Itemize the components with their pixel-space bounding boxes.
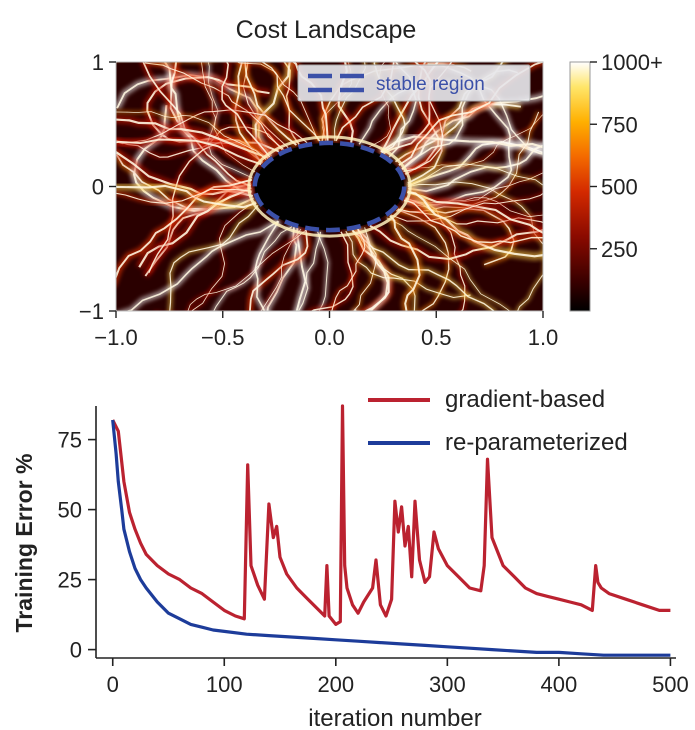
cost-ridge [234, 62, 263, 165]
cost-ridge [187, 229, 307, 311]
line-chart-x-tick-label: 400 [541, 672, 578, 697]
legend-label-re-parameterized: re-parameterized [445, 429, 628, 456]
stable-region-boundary [252, 140, 407, 233]
cost-ridge [260, 228, 302, 311]
cost-ridge [254, 62, 291, 159]
colorbar-ticks: 1000+ 750 500 250 [590, 50, 663, 262]
line-chart-y-tick-label: 0 [70, 638, 82, 663]
line-chart-y-label: Training Error % [11, 454, 37, 633]
cost-ridge [352, 227, 377, 311]
line-chart-y-ticks: 0 25 50 75 [58, 428, 96, 663]
line-chart-x-tick-label: 0 [107, 672, 119, 697]
cost-ridge [116, 111, 267, 160]
series-line-re-parameterized [111, 419, 671, 657]
colorbar-tick-label: 1000+ [601, 50, 663, 75]
heatmap-title: Cost Landscape [236, 16, 417, 44]
heatmap-x-tick-label: 0.5 [421, 325, 452, 350]
stable-region-fill [254, 142, 405, 231]
cost-ridge [407, 190, 543, 258]
cost-ridge [125, 220, 279, 311]
cost-ridge [317, 231, 329, 311]
heatmap-x-axis: −1.0 −0.5 0.0 0.5 1.0 [94, 311, 558, 350]
heatmap-y-tick-label: 1 [92, 50, 104, 75]
cost-ridge [404, 199, 543, 244]
colorbar-tick-label: 500 [601, 175, 638, 200]
heatmap-x-tick-label: −1.0 [94, 325, 137, 350]
cost-ridge [169, 205, 259, 311]
colorbar: 1000+ 750 500 250 [569, 50, 663, 312]
cost-ridge [156, 62, 321, 142]
cost-ridge [356, 228, 389, 311]
cost-ridge [116, 118, 269, 159]
cost-ridge [116, 184, 257, 209]
line-chart-y-tick-label: 50 [58, 498, 82, 523]
line-chart-legend: gradient-based re-parameterized [368, 386, 628, 456]
heatmap-plot-area [116, 62, 543, 311]
line-chart-x-tick-label: 300 [429, 672, 466, 697]
heatmap-x-tick-label: 1.0 [528, 325, 559, 350]
line-chart-y-tick-label: 75 [58, 428, 82, 453]
colorbar-tick-label: 250 [601, 237, 638, 262]
line-chart-x-tick-label: 100 [206, 672, 243, 697]
heatmap-y-axis: 1 0 −1 [79, 50, 116, 324]
heatmap-cost-ridges [116, 62, 543, 311]
series-line-gradient-based [111, 404, 671, 627]
cost-ridge [331, 228, 366, 311]
colorbar-tick-label: 750 [601, 112, 638, 137]
cost-ridge [407, 191, 543, 235]
cost-ridge [142, 62, 252, 187]
cost-ridge [254, 220, 357, 311]
cost-ridge [116, 150, 254, 198]
legend-label-gradient-based: gradient-based [445, 386, 605, 413]
cost-ridge [138, 186, 252, 268]
cost-ridge [297, 231, 322, 311]
line-chart-series [111, 404, 671, 657]
cost-ridge [398, 62, 543, 166]
cost-ridge [396, 208, 450, 311]
cost-ridge [266, 227, 298, 311]
cost-ridge [351, 229, 496, 311]
cost-ridge [389, 214, 421, 311]
cost-ridge [334, 62, 366, 141]
cost-ridge [395, 111, 540, 213]
cost-ridge [248, 230, 309, 311]
heatmap-x-tick-label: 0.0 [314, 325, 345, 350]
line-chart: 0 100 200 300 400 500 0 25 50 75 iteration numbe… [11, 386, 689, 730]
line-chart-x-tick-label: 200 [317, 672, 354, 697]
line-chart-x-tick-label: 500 [652, 672, 689, 697]
cost-ridge [283, 62, 300, 145]
stable-region-rim [247, 135, 412, 238]
heatmap-x-tick-label: −0.5 [201, 325, 244, 350]
cost-ridge [383, 62, 432, 155]
heatmap-y-tick-label: −1 [79, 299, 104, 324]
cost-ridge [116, 188, 252, 204]
cost-ridge [116, 138, 262, 166]
line-chart-y-tick-label: 25 [58, 568, 82, 593]
cost-ridge [163, 62, 252, 194]
line-chart-x-ticks: 0 100 200 300 400 500 [107, 658, 689, 697]
cost-ridge [190, 201, 256, 311]
heatmap-legend-label: stable region [376, 74, 485, 95]
heatmap-legend: stable region [297, 64, 531, 102]
cost-ridge [388, 62, 417, 158]
cost-ridge [380, 62, 440, 153]
heatmap-y-tick-label: 0 [92, 175, 104, 200]
line-chart-x-label: iteration number [308, 705, 481, 730]
colorbar-gradient [569, 61, 591, 312]
cost-ridge [236, 62, 319, 142]
cost-ridge [221, 62, 271, 158]
cost-ridge [386, 217, 511, 311]
cost-ridge [369, 224, 543, 261]
cost-ridge [310, 231, 354, 311]
cost-ridge [213, 226, 293, 311]
cost-ridge [335, 62, 395, 142]
